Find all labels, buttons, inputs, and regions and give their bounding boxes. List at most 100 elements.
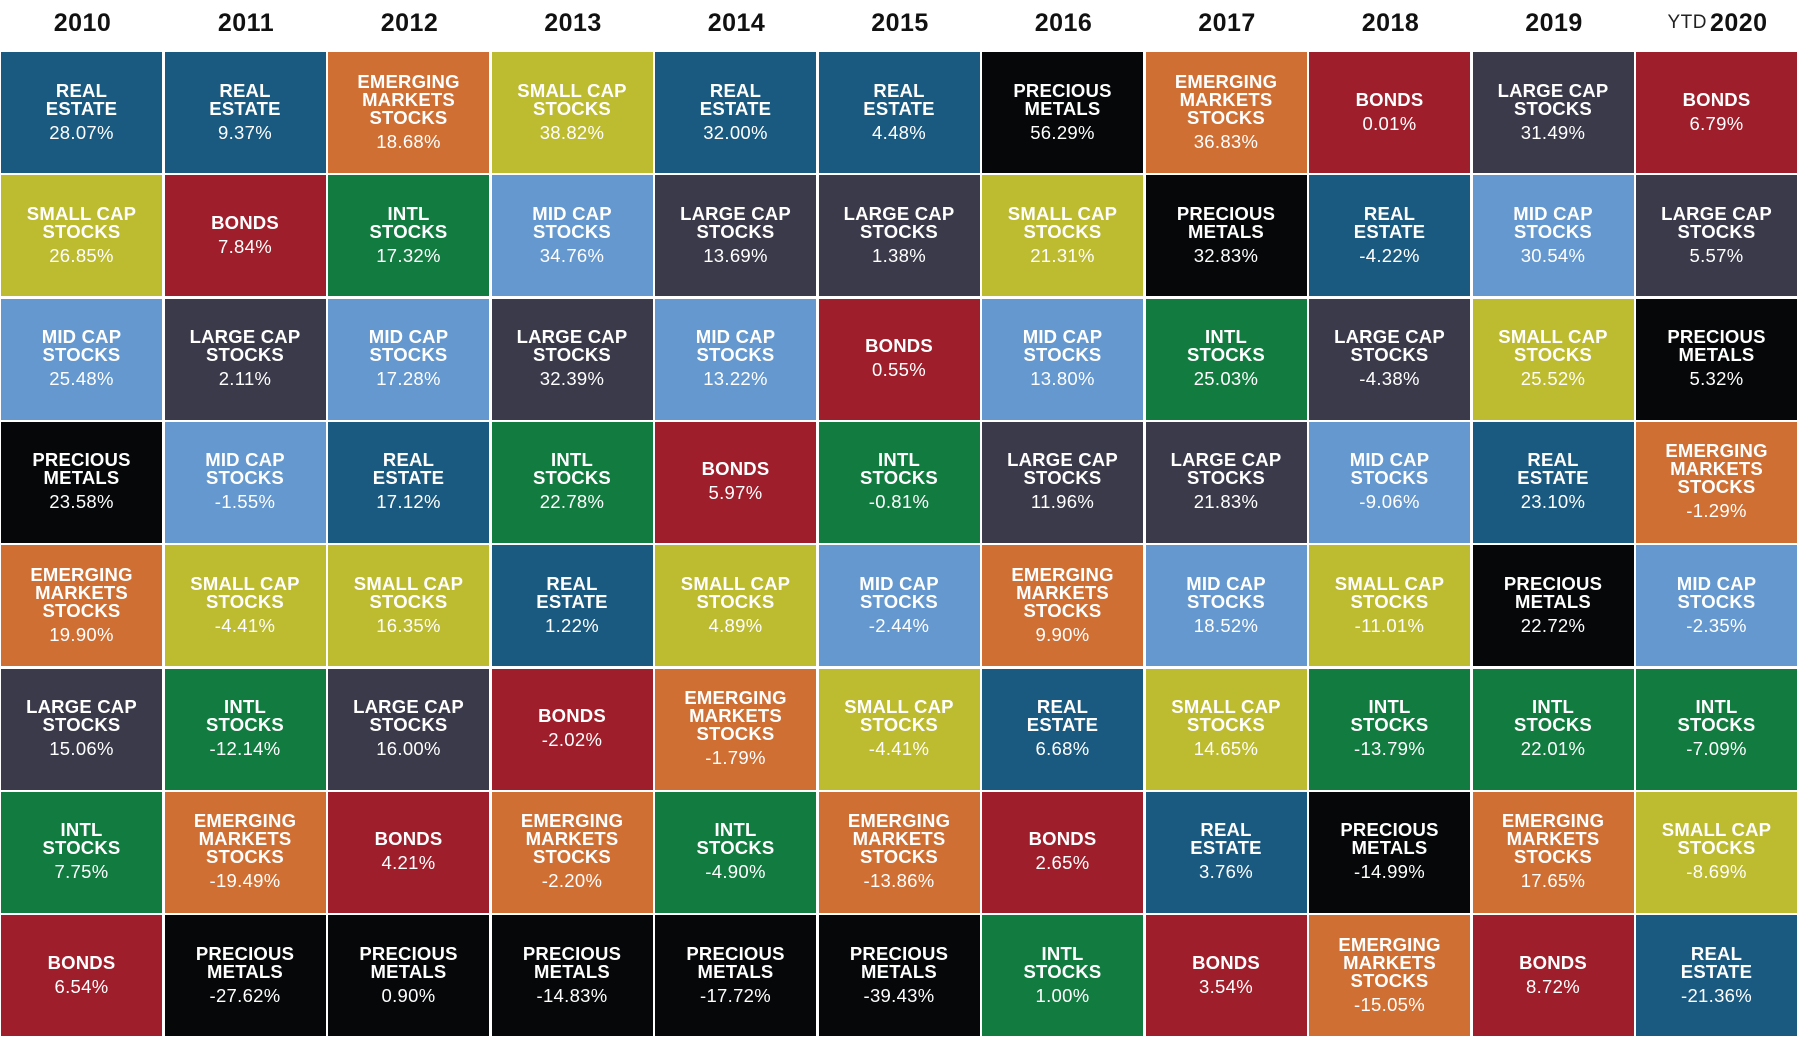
- asset-class-label: BONDS: [1355, 88, 1424, 110]
- return-value: -4.90%: [705, 861, 766, 883]
- asset-class-label: PRECIOUS METALS: [849, 942, 949, 982]
- asset-class-label: REAL ESTATE: [45, 79, 118, 119]
- cell-2016-precious-metals: PRECIOUS METALS 56.29%: [982, 52, 1143, 173]
- return-value: 6.68%: [1035, 738, 1090, 759]
- asset-class-label: BONDS: [1028, 828, 1097, 850]
- cell-2016-small-cap-stocks: SMALL CAP STOCKS 21.31%: [982, 175, 1143, 297]
- return-value: 22.78%: [539, 491, 605, 513]
- return-value: -2.20%: [541, 870, 603, 892]
- cell-2020-real-estate: REAL ESTATE -21.36%: [1636, 915, 1797, 1037]
- asset-class-label: PRECIOUS METALS: [522, 942, 622, 982]
- return-value: 11.96%: [1030, 491, 1095, 513]
- asset-class-label: LARGE CAP STOCKS: [1007, 449, 1118, 489]
- asset-class-label: SMALL CAP STOCKS: [26, 202, 137, 242]
- asset-class-label: INTL STOCKS: [206, 696, 284, 735]
- cell-2014-real-estate: REAL ESTATE 32.00%: [655, 52, 816, 173]
- return-value: 13.69%: [703, 244, 768, 266]
- asset-class-label: SMALL CAP STOCKS: [680, 572, 791, 612]
- return-value: -2.35%: [1686, 614, 1747, 636]
- return-value: 3.76%: [1199, 861, 1253, 883]
- return-value: 30.54%: [1520, 244, 1586, 266]
- cell-2015-precious-metals: PRECIOUS METALS -39.43%: [818, 915, 980, 1037]
- cell-2012-small-cap-stocks: SMALL CAP STOCKS 16.35%: [328, 545, 489, 667]
- asset-class-label: PRECIOUS METALS: [1503, 572, 1603, 612]
- return-value: 18.52%: [1193, 614, 1259, 636]
- cell-2018-real-estate: REAL ESTATE -4.22%: [1309, 175, 1470, 297]
- cell-2010-small-cap-stocks: SMALL CAP STOCKS 26.85%: [1, 175, 162, 297]
- return-value: 19.90%: [49, 623, 114, 645]
- asset-class-label: BONDS: [865, 335, 933, 357]
- asset-class-label: MID CAP STOCKS: [1676, 572, 1757, 612]
- return-value: -4.38%: [1359, 368, 1420, 390]
- cell-2019-precious-metals: PRECIOUS METALS 22.72%: [1472, 545, 1634, 667]
- cell-2020-mid-cap-stocks: MID CAP STOCKS -2.35%: [1636, 545, 1797, 667]
- asset-class-label: INTL STOCKS: [860, 449, 938, 489]
- cell-2020-emerging-markets-stocks: EMERGING MARKETS STOCKS -1.29%: [1636, 421, 1797, 543]
- year-header-2019: 2019: [1473, 0, 1636, 46]
- return-value: 25.48%: [49, 368, 114, 390]
- asset-class-label: BONDS: [211, 211, 279, 233]
- asset-class-label: MID CAP STOCKS: [1022, 326, 1103, 366]
- asset-class-label: MID CAP STOCKS: [695, 326, 776, 366]
- cell-2014-precious-metals: PRECIOUS METALS -17.72%: [655, 915, 816, 1037]
- return-value: 6.79%: [1689, 112, 1744, 134]
- asset-class-label: MID CAP STOCKS: [1349, 449, 1430, 489]
- cell-2017-real-estate: REAL ESTATE 3.76%: [1145, 791, 1307, 913]
- asset-class-label: INTL STOCKS: [1677, 696, 1756, 735]
- year-label: 2012: [380, 8, 439, 37]
- cell-2019-small-cap-stocks: SMALL CAP STOCKS 25.52%: [1472, 298, 1634, 420]
- asset-class-label: EMERGING MARKETS STOCKS: [520, 810, 624, 868]
- return-value: 21.83%: [1193, 491, 1259, 513]
- year-label: 2011: [217, 8, 275, 37]
- cell-2015-real-estate: REAL ESTATE 4.48%: [818, 52, 980, 173]
- cell-2011-bonds: BONDS 7.84%: [164, 175, 326, 297]
- cell-2015-large-cap-stocks: LARGE CAP STOCKS 1.38%: [818, 175, 980, 297]
- return-value: 17.28%: [376, 368, 441, 390]
- return-value: -2.44%: [868, 614, 930, 636]
- return-value: 6.54%: [54, 975, 109, 997]
- cell-2020-small-cap-stocks: SMALL CAP STOCKS -8.69%: [1636, 791, 1797, 913]
- asset-class-label: LARGE CAP STOCKS: [843, 202, 955, 242]
- cell-2015-emerging-markets-stocks: EMERGING MARKETS STOCKS -13.86%: [818, 791, 980, 913]
- return-value: 9.90%: [1035, 623, 1090, 645]
- year-header-2017: 2017: [1146, 0, 1309, 46]
- cell-2013-precious-metals: PRECIOUS METALS -14.83%: [491, 915, 653, 1037]
- cell-2016-intl-stocks: INTL STOCKS 1.00%: [982, 915, 1143, 1037]
- cell-2019-large-cap-stocks: LARGE CAP STOCKS 31.49%: [1472, 52, 1634, 173]
- return-value: 14.65%: [1193, 738, 1259, 759]
- return-value: 25.52%: [1520, 368, 1586, 390]
- asset-class-label: INTL STOCKS: [696, 819, 775, 859]
- cell-2015-intl-stocks: INTL STOCKS -0.81%: [818, 421, 980, 543]
- asset-class-label: PRECIOUS METALS: [1013, 79, 1112, 119]
- return-value: 5.97%: [708, 482, 763, 504]
- return-value: 4.48%: [872, 121, 926, 143]
- asset-class-label: SMALL CAP STOCKS: [1171, 696, 1281, 735]
- return-value: -14.99%: [1353, 861, 1425, 883]
- cell-2017-small-cap-stocks: SMALL CAP STOCKS 14.65%: [1145, 668, 1307, 790]
- return-value: -1.79%: [705, 747, 766, 768]
- asset-class-label: INTL STOCKS: [1514, 696, 1592, 735]
- cell-2018-mid-cap-stocks: MID CAP STOCKS -9.06%: [1309, 421, 1470, 543]
- asset-class-label: MID CAP STOCKS: [368, 326, 449, 366]
- return-value: 2.11%: [218, 368, 272, 390]
- asset-class-label: PRECIOUS METALS: [195, 942, 295, 982]
- return-value: -13.79%: [1353, 738, 1425, 759]
- asset-class-label: SMALL CAP STOCKS: [517, 79, 627, 119]
- asset-class-label: LARGE CAP STOCKS: [516, 326, 628, 366]
- cell-2018-emerging-markets-stocks: EMERGING MARKETS STOCKS -15.05%: [1309, 915, 1470, 1037]
- asset-class-label: BONDS: [701, 458, 770, 480]
- return-value: -1.55%: [214, 491, 276, 513]
- asset-class-label: PRECIOUS METALS: [359, 942, 458, 982]
- asset-class-label: BONDS: [1192, 951, 1260, 973]
- cell-2011-mid-cap-stocks: MID CAP STOCKS -1.55%: [164, 421, 326, 543]
- return-value: 16.00%: [376, 738, 441, 759]
- return-value: -7.09%: [1686, 738, 1747, 759]
- asset-class-label: REAL ESTATE: [536, 572, 608, 612]
- return-value: -27.62%: [209, 984, 281, 1006]
- asset-class-label: SMALL CAP STOCKS: [1498, 326, 1608, 366]
- ytd-prefix: YTD: [1667, 12, 1707, 33]
- cell-2018-large-cap-stocks: LARGE CAP STOCKS -4.38%: [1309, 298, 1470, 420]
- cell-2013-large-cap-stocks: LARGE CAP STOCKS 32.39%: [491, 298, 653, 420]
- asset-class-label: PRECIOUS METALS: [1176, 202, 1276, 242]
